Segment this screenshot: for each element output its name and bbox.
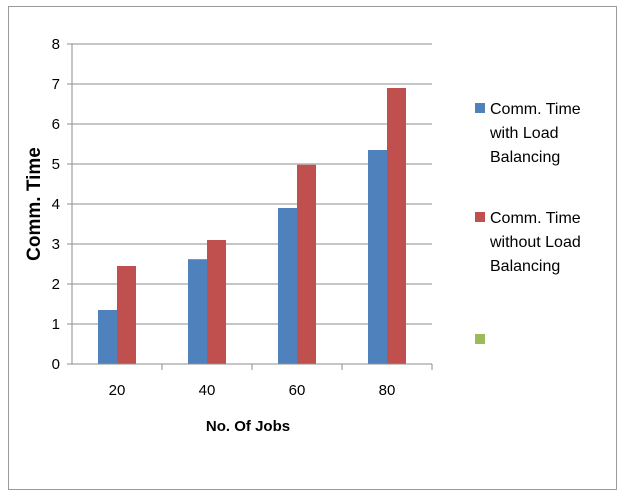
x-axis-title: No. Of Jobs (206, 418, 290, 435)
y-tick-label: 8 (52, 36, 60, 53)
bar (98, 310, 117, 364)
bar (387, 88, 406, 364)
x-axis-ticks: 20 40 60 80 (109, 364, 432, 399)
legend-label: with Load (489, 125, 559, 142)
bar (188, 259, 207, 364)
x-tick-label: 20 (109, 382, 126, 399)
bar (368, 150, 387, 364)
y-axis-ticks: 0 1 2 3 4 5 6 7 8 (52, 36, 72, 373)
y-tick-label: 4 (52, 196, 60, 213)
y-tick-label: 0 (52, 356, 60, 373)
bar (278, 208, 297, 364)
y-tick-label: 7 (52, 76, 60, 93)
y-tick-label: 2 (52, 276, 60, 293)
legend-label: Comm. Time (490, 101, 581, 118)
legend-label: without Load (489, 234, 581, 251)
x-tick-label: 80 (379, 382, 396, 399)
legend-swatch (475, 103, 485, 113)
legend-label: Balancing (490, 258, 560, 275)
x-tick-label: 60 (289, 382, 306, 399)
x-tick-label: 40 (199, 382, 216, 399)
bar (207, 240, 226, 364)
y-tick-label: 3 (52, 236, 60, 253)
bar (297, 165, 316, 364)
legend-swatch (475, 212, 485, 222)
y-tick-label: 6 (52, 116, 60, 133)
y-axis-title: Comm. Time (24, 147, 45, 261)
legend: Comm. Time with Load Balancing Comm. Time wi… (475, 101, 581, 344)
bar (117, 266, 136, 364)
legend-swatch (475, 334, 485, 344)
legend-label: Balancing (490, 149, 560, 166)
legend-label: Comm. Time (490, 210, 581, 227)
bars (98, 88, 406, 364)
y-tick-label: 1 (52, 316, 60, 333)
y-tick-label: 5 (52, 156, 60, 173)
